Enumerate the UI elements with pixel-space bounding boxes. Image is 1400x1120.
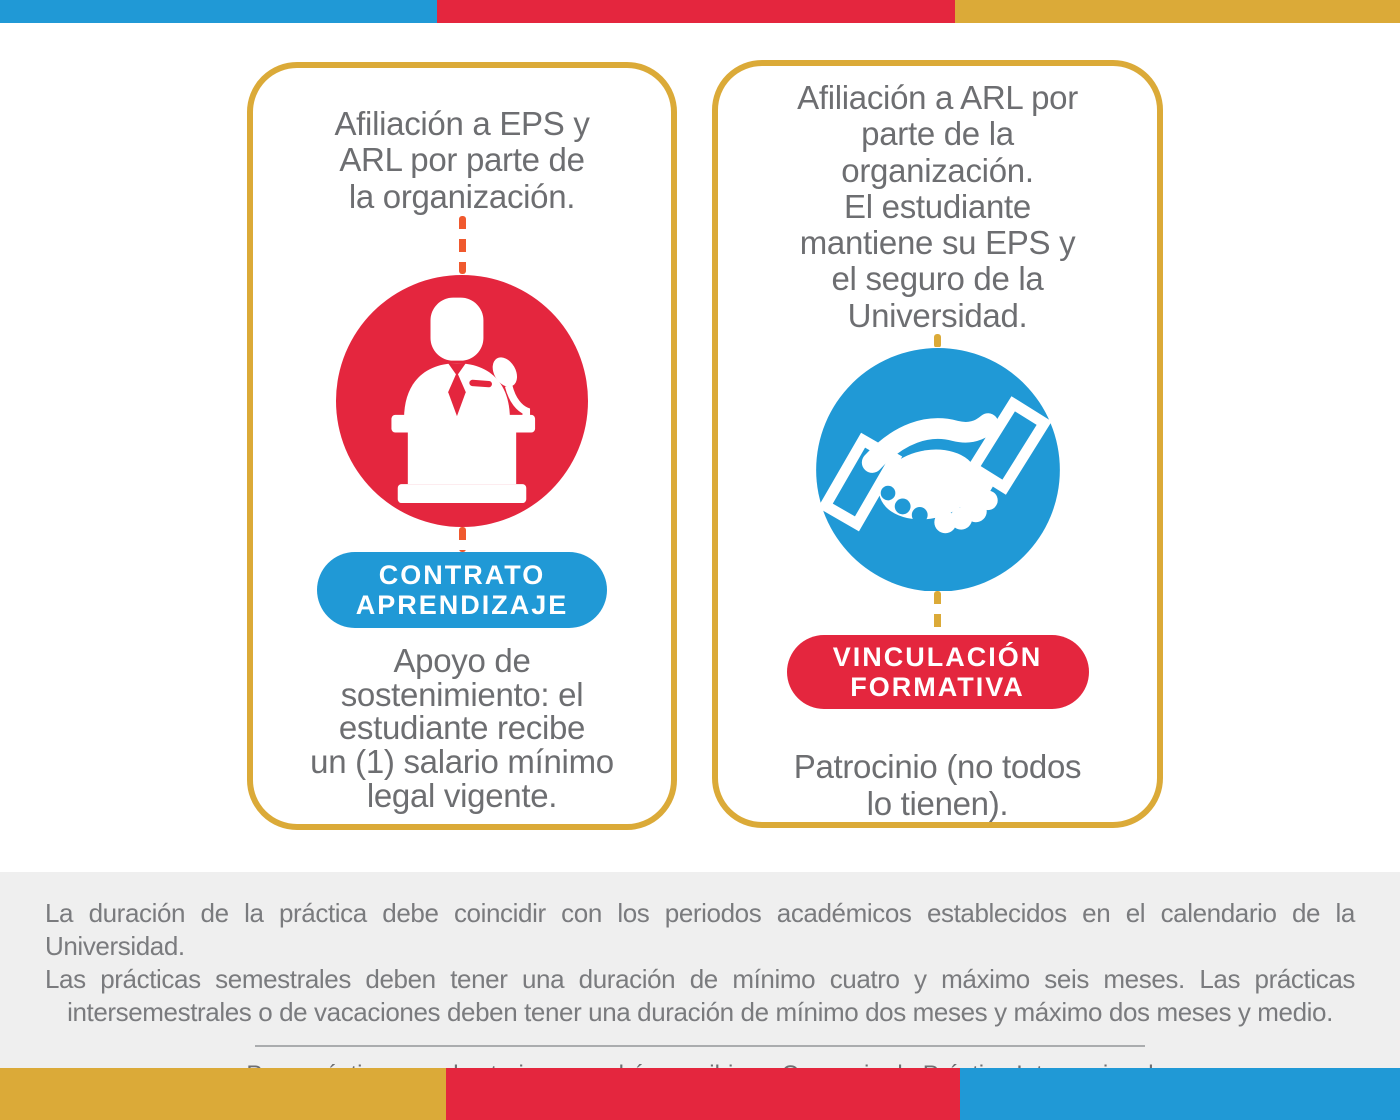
top-color-bar — [0, 0, 1400, 23]
paragraph-line: intersemestrales o de vacaciones deben t… — [67, 997, 1333, 1027]
paragraph-line: La duración de la práctica debe coincidi… — [45, 898, 1355, 961]
card-top-text: Afiliación a EPS y ARL por parte de la o… — [334, 105, 590, 215]
badge-vinculacion-formativa: VINCULACIÓN FORMATIVA — [786, 635, 1089, 710]
dashed-connector — [458, 526, 466, 552]
footer-duration-section: La duración de la práctica debe coincidi… — [0, 872, 1400, 1088]
card-contrato-aprendizaje: Afiliación a EPS y ARL por parte de la o… — [247, 62, 677, 830]
footer-divider — [255, 1045, 1145, 1047]
duration-paragraph: La duración de la práctica debe coincidi… — [45, 897, 1355, 1029]
bottom-bar-gold-segment — [0, 1068, 446, 1120]
bottom-color-bar — [0, 1068, 1400, 1120]
card-bottom-text: Patrocinio (no todos lo tienen). — [793, 748, 1082, 822]
dashed-connector — [458, 215, 466, 274]
card-top-text: Afiliación a ARL por parte de la organiz… — [797, 79, 1078, 334]
top-bar-blue-segment — [0, 0, 437, 23]
top-bar-red-segment — [437, 0, 955, 23]
speaker-at-podium-icon — [336, 274, 588, 527]
card-vinculacion-formativa: Afiliación a ARL por parte de la organiz… — [712, 60, 1163, 828]
dashed-connector — [934, 591, 941, 636]
badge-contrato-aprendizaje: CONTRATO APRENDIZAJE — [317, 551, 607, 628]
card-bottom-text: Apoyo de sostenimiento: el estudiante re… — [310, 641, 614, 814]
dashed-connector — [934, 334, 941, 348]
paragraph-line: Las prácticas semestrales deben tener un… — [45, 964, 1355, 994]
handshake-icon — [815, 347, 1060, 592]
bottom-bar-blue-segment — [960, 1068, 1400, 1120]
bottom-bar-red-segment — [446, 1068, 960, 1120]
top-bar-gold-segment — [955, 0, 1400, 23]
